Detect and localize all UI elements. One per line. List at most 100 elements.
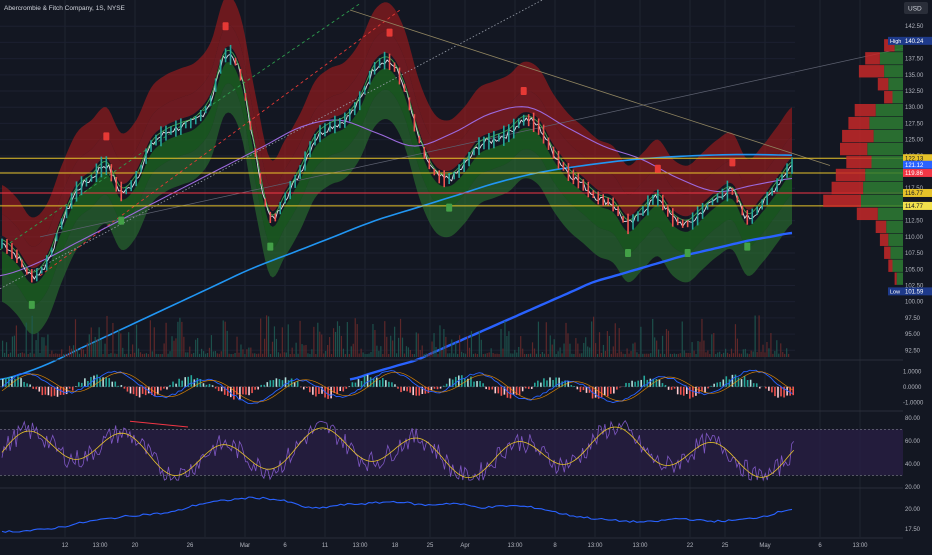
volume-bar xyxy=(688,353,689,357)
volume-bar xyxy=(567,333,568,357)
volume-bar xyxy=(69,346,70,357)
volume-bar xyxy=(372,324,373,357)
macd-histogram-bar xyxy=(273,380,275,387)
volume-bar xyxy=(120,333,121,357)
sell-signal-marker xyxy=(223,22,229,30)
volume-bar xyxy=(181,322,182,357)
price-candle xyxy=(409,97,411,110)
price-candle xyxy=(284,192,286,203)
volume-bar xyxy=(431,341,432,357)
macd-histogram-bar xyxy=(750,380,752,387)
volume-bar xyxy=(690,353,691,357)
macd-histogram-bar xyxy=(710,386,712,387)
volume-bar xyxy=(473,354,474,357)
volume-bar xyxy=(254,353,255,357)
volume-profile-sell-bar xyxy=(832,182,864,194)
price-candle xyxy=(523,115,525,126)
price-candle xyxy=(692,212,694,229)
volume-bar xyxy=(664,354,665,357)
price-candle xyxy=(225,48,227,62)
volume-bar xyxy=(668,331,669,357)
macd-histogram-bar xyxy=(583,387,585,390)
macd-histogram-bar xyxy=(254,387,256,390)
rsi-axis-tick-label: 40.00 xyxy=(905,462,921,468)
macd-histogram-bar xyxy=(753,383,755,387)
macd-histogram-bar xyxy=(385,380,387,387)
volume-bar xyxy=(59,354,60,357)
volume-bar xyxy=(426,353,427,357)
volume-bar xyxy=(191,354,192,357)
volume-bar xyxy=(711,334,712,357)
price-candle xyxy=(379,58,381,68)
price-candle xyxy=(294,175,296,188)
volume-bar xyxy=(146,353,147,357)
volume-bar xyxy=(231,354,232,357)
volume-profile-buy-bar xyxy=(897,273,903,285)
volume-bar xyxy=(43,337,44,357)
volume-bar xyxy=(701,319,702,357)
volume-bar xyxy=(315,354,316,357)
macd-histogram-bar xyxy=(266,382,268,387)
volume-bar xyxy=(495,354,496,357)
macd-histogram-bar xyxy=(124,387,126,389)
volume-profile-sell-bar xyxy=(859,65,884,77)
volume-bar xyxy=(666,329,667,357)
sell-signal-marker xyxy=(521,87,527,95)
volume-bar xyxy=(463,353,464,357)
macd-histogram-bar xyxy=(397,387,399,389)
indicator-axis-tick-label: 20.00 xyxy=(905,507,921,513)
price-candle xyxy=(682,219,684,227)
price-candle xyxy=(185,122,187,129)
volume-bar xyxy=(429,354,430,357)
time-axis-tick-label: 22 xyxy=(687,543,694,549)
volume-bar xyxy=(605,351,606,357)
price-candle xyxy=(697,207,699,226)
volume-bar xyxy=(361,349,362,357)
volume-bar xyxy=(697,341,698,357)
volume-bar xyxy=(45,346,46,357)
volume-bar xyxy=(577,344,578,357)
volume-bar xyxy=(85,354,86,357)
volume-bar xyxy=(173,341,174,357)
macd-histogram-bar xyxy=(172,382,174,387)
volume-bar xyxy=(727,353,728,357)
volume-bar xyxy=(370,352,371,357)
volume-bar xyxy=(695,354,696,357)
price-candle xyxy=(538,119,540,135)
volume-bar xyxy=(26,323,27,357)
price-candle xyxy=(235,58,237,66)
price-candle xyxy=(135,171,137,186)
macd-histogram-bar xyxy=(726,376,728,386)
macd-histogram-bar xyxy=(84,378,86,386)
price-candle xyxy=(612,197,614,211)
volume-bar xyxy=(774,351,775,357)
volume-bar xyxy=(351,346,352,357)
volume-bar xyxy=(10,353,11,357)
price-candle xyxy=(424,147,426,159)
volume-bar xyxy=(183,337,184,357)
buy-signal-marker xyxy=(685,249,691,257)
volume-bar xyxy=(321,335,322,357)
volume-bar xyxy=(219,354,220,357)
volume-bar xyxy=(424,354,425,357)
price-candle xyxy=(230,45,232,65)
volume-bar xyxy=(443,329,444,357)
volume-bar xyxy=(715,354,716,357)
volume-bar xyxy=(709,354,710,357)
volume-bar xyxy=(725,349,726,357)
volume-bar xyxy=(487,353,488,357)
volume-bar xyxy=(772,354,773,357)
rsi-axis-tick-label: 60.00 xyxy=(905,439,921,445)
macd-histogram-bar xyxy=(713,384,715,387)
volume-bar xyxy=(461,352,462,357)
macd-histogram-bar xyxy=(20,378,22,387)
price-candle xyxy=(260,173,262,184)
macd-histogram-bar xyxy=(51,387,53,397)
volume-bar xyxy=(22,352,23,357)
volume-bar xyxy=(307,353,308,357)
volume-bar xyxy=(451,339,452,357)
volume-bar xyxy=(16,325,17,357)
macd-histogram-bar xyxy=(537,381,539,387)
macd-axis-tick-label: -1.0000 xyxy=(903,400,924,406)
volume-bar xyxy=(18,354,19,357)
